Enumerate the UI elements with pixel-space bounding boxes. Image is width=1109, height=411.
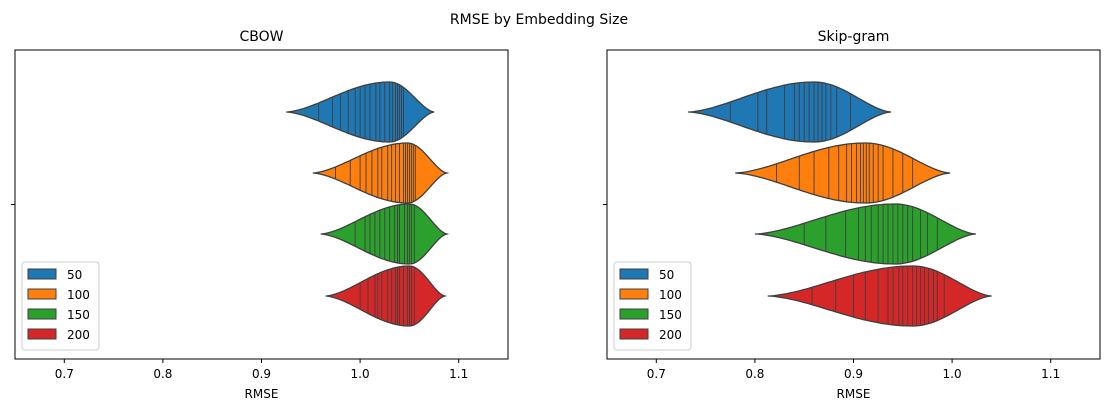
cbow-legend-swatch-150 (27, 308, 57, 320)
cbow-panel: CBOW 0.7 0.8 0.9 1.0 1.1 RMSE 50 100 150 200 (11, 29, 509, 401)
skipgram-xtick-label: 0.9 (844, 367, 863, 381)
skipgram-xtick-label: 1.1 (1041, 367, 1060, 381)
skipgram-legend-swatch-150 (619, 308, 649, 320)
cbow-xlabel: RMSE (245, 387, 279, 401)
cbow-xtick-label: 1.1 (449, 367, 468, 381)
skipgram-legend-swatch-200 (619, 328, 649, 340)
skipgram-legend-swatch-50 (619, 268, 649, 280)
skipgram-legend-label-50: 50 (659, 268, 674, 282)
skipgram-panel: Skip-gram 0.7 0.8 0.9 1.0 1.1 RMSE 50 100 150 200 (603, 29, 1101, 401)
cbow-legend-swatch-50 (27, 268, 57, 280)
cbow-xtick-label: 0.9 (252, 367, 271, 381)
skipgram-legend-label-100: 100 (659, 288, 682, 302)
skipgram-legend-label-200: 200 (659, 328, 682, 342)
cbow-xtick-label: 0.8 (153, 367, 172, 381)
cbow-legend-label-150: 150 (67, 308, 90, 322)
cbow-xtick-label: 0.7 (55, 367, 74, 381)
cbow-title: CBOW (240, 29, 284, 45)
cbow-xtick-label: 1.0 (351, 367, 370, 381)
skipgram-legend-label-150: 150 (659, 308, 682, 322)
skipgram-xtick-label: 0.8 (745, 367, 764, 381)
cbow-legend (21, 261, 100, 351)
cbow-legend-label-50: 50 (67, 268, 82, 282)
skipgram-violin-50 (687, 81, 892, 143)
skipgram-title: Skip-gram (818, 29, 890, 45)
cbow-legend-label-200: 200 (67, 328, 90, 342)
figure-title: RMSE by Embedding Size (450, 12, 628, 28)
cbow-violin-150 (320, 203, 450, 265)
cbow-legend-swatch-100 (27, 288, 57, 300)
skipgram-legend-swatch-100 (619, 288, 649, 300)
skipgram-xlabel: RMSE (837, 387, 871, 401)
skipgram-violin-100 (735, 142, 951, 204)
cbow-legend-label-100: 100 (67, 288, 90, 302)
cbow-violin-200 (325, 265, 448, 327)
cbow-violin-100 (312, 142, 450, 204)
skipgram-legend (613, 261, 692, 351)
skipgram-xtick-label: 1.0 (943, 367, 962, 381)
skipgram-violin-200 (767, 265, 992, 327)
cbow-legend-swatch-200 (27, 328, 57, 340)
skipgram-xtick-label: 0.7 (647, 367, 666, 381)
